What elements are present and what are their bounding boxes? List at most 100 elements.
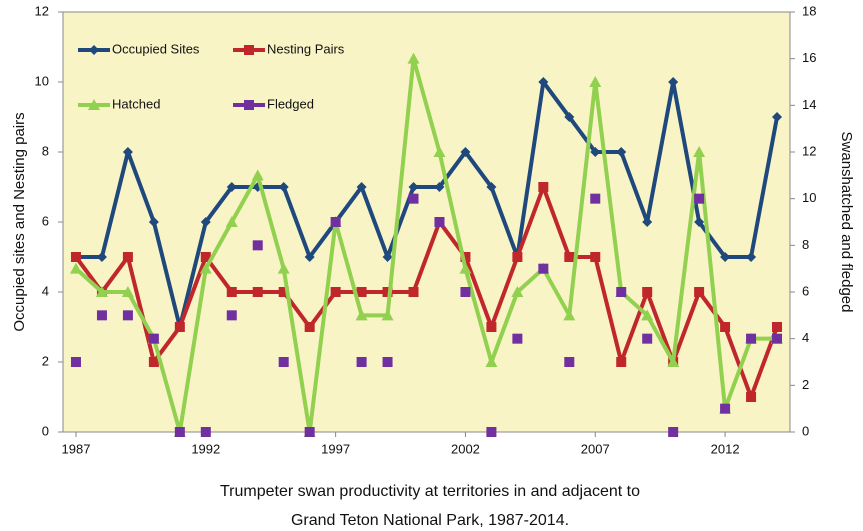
data-point [616, 357, 627, 367]
data-point [564, 112, 575, 122]
data-point [304, 427, 315, 437]
data-point [538, 263, 549, 274]
data-point [148, 357, 159, 367]
data-point [122, 252, 133, 262]
data-point [70, 252, 81, 262]
y-tick-label: 0 [42, 423, 49, 438]
y-tick-label: 10 [35, 73, 49, 88]
y2-tick-label: 16 [802, 50, 816, 65]
data-point [252, 287, 263, 297]
data-point [590, 193, 601, 204]
data-point [772, 322, 783, 332]
data-point [356, 287, 367, 297]
legend-marker [244, 100, 254, 110]
y2-tick-label: 0 [802, 423, 809, 438]
data-point [642, 217, 653, 227]
legend-marker [89, 45, 99, 55]
legend-label: Fledged [267, 96, 314, 111]
data-point [694, 217, 705, 227]
legend-label: Occupied Sites [112, 41, 200, 56]
y2-tick-label: 12 [802, 143, 816, 158]
x-tick-label: 1987 [62, 441, 91, 456]
data-point [642, 333, 653, 344]
data-point [694, 193, 705, 204]
data-point [589, 76, 602, 87]
data-point [772, 112, 783, 122]
data-point [511, 286, 524, 297]
data-point [616, 287, 627, 297]
data-point [563, 309, 576, 321]
data-point [772, 333, 783, 344]
data-point [667, 356, 680, 367]
x-tick-label: 1992 [191, 441, 220, 456]
data-point [668, 427, 679, 437]
data-point [486, 182, 497, 192]
data-point [355, 309, 368, 321]
data-point [720, 252, 731, 262]
data-point [512, 333, 523, 344]
y-tick-label: 4 [42, 283, 49, 298]
data-point [330, 287, 341, 297]
data-point [278, 182, 289, 192]
data-point [304, 322, 315, 332]
data-point [96, 252, 107, 262]
y-axis-label: Occupied sites and Nesting pairs [11, 112, 28, 331]
caption: Grand Teton National Park, 1987-2014. [291, 512, 569, 529]
series-line [75, 80, 779, 329]
y2-axis-label: Swanshatched and fledged [838, 132, 855, 313]
data-point [199, 262, 212, 274]
data-point [225, 216, 238, 227]
data-point [251, 169, 264, 181]
data-point [278, 357, 289, 367]
data-point [538, 182, 549, 192]
data-point [694, 287, 705, 297]
data-point [720, 403, 731, 414]
data-point [460, 287, 471, 297]
data-point [433, 146, 446, 157]
caption: Trumpeter swan productivity at territori… [220, 483, 640, 500]
data-point [460, 147, 471, 157]
y2-tick-label: 10 [802, 190, 816, 205]
data-point [434, 182, 445, 192]
data-point [616, 147, 627, 157]
data-point [485, 356, 498, 367]
y2-tick-label: 8 [802, 237, 809, 252]
data-point [407, 52, 420, 64]
y-tick-label: 8 [42, 143, 49, 158]
data-point [148, 333, 159, 344]
legend-marker [88, 99, 100, 110]
data-point [382, 252, 393, 262]
data-point [382, 287, 393, 297]
data-point [720, 322, 731, 332]
data-point [668, 77, 679, 87]
data-point [408, 287, 419, 297]
legend-label: Hatched [112, 96, 160, 111]
y-tick-label: 12 [35, 3, 49, 18]
data-point [278, 287, 289, 297]
y2-tick-label: 2 [802, 377, 809, 392]
y-tick-label: 6 [42, 213, 49, 228]
data-point [746, 392, 757, 402]
data-point [70, 357, 81, 367]
data-point [69, 262, 82, 274]
data-point [459, 262, 472, 274]
data-point [200, 217, 211, 227]
legend-label: Nesting Pairs [267, 41, 345, 56]
data-point [277, 262, 290, 274]
data-point [356, 182, 367, 192]
data-point [564, 252, 575, 262]
y2-tick-label: 6 [802, 283, 809, 298]
x-tick-label: 1997 [321, 441, 350, 456]
data-point [252, 240, 263, 251]
x-tick-label: 2012 [711, 441, 740, 456]
data-point [174, 427, 185, 437]
data-point [226, 182, 237, 192]
data-point [486, 427, 497, 437]
data-point [512, 252, 523, 262]
x-tick-label: 2007 [581, 441, 610, 456]
data-point [746, 333, 757, 344]
data-point [200, 427, 211, 437]
data-point [95, 286, 108, 297]
